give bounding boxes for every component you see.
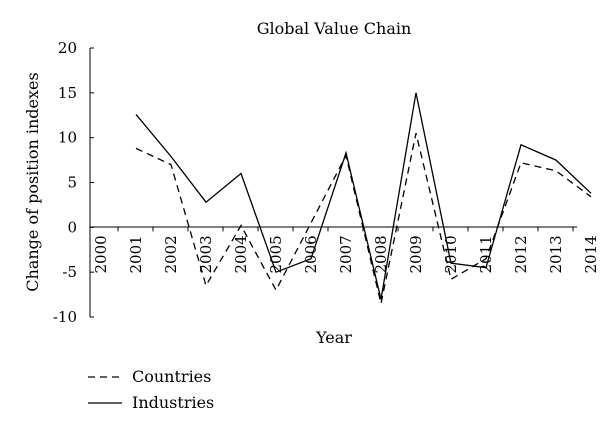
y-tick-label: 20 <box>58 39 77 57</box>
x-axis-label: Year <box>315 328 352 347</box>
x-tick-label: 2002 <box>162 235 180 273</box>
x-tick-label: 2000 <box>92 235 110 273</box>
x-tick-label: 2009 <box>407 235 425 273</box>
y-tick-label: 0 <box>67 218 77 236</box>
legend: Countries Industries <box>88 367 214 412</box>
x-tick-label: 2012 <box>512 235 530 273</box>
legend-label-industries: Industries <box>132 393 214 412</box>
y-axis-ticks: -10 -5 0 5 10 15 20 <box>53 39 94 326</box>
x-tick-label: 2004 <box>232 235 250 273</box>
legend-item-industries: Industries <box>88 393 214 412</box>
chart-title: Global Value Chain <box>257 19 412 38</box>
series-line-countries <box>135 133 592 304</box>
x-tick-label: 2008 <box>372 235 390 273</box>
y-tick-label: 15 <box>58 84 77 102</box>
y-tick-label: 10 <box>58 129 77 147</box>
x-tick-label: 2003 <box>197 235 215 273</box>
y-axis-label: Change of position indexes <box>23 72 42 291</box>
x-axis-ticks: 2000 2001 2002 2003 2004 2005 2006 2007 2008 2009… <box>92 227 600 274</box>
series-lines <box>135 92 592 304</box>
legend-item-countries: Countries <box>88 367 211 386</box>
x-tick-label: 2001 <box>127 235 145 273</box>
y-tick-label: -5 <box>62 263 77 281</box>
y-tick-label: 5 <box>67 174 77 192</box>
x-tick-label: 2010 <box>442 235 460 273</box>
series-line-industries <box>135 92 592 300</box>
x-tick-label: 2013 <box>547 235 565 273</box>
y-tick-label: -10 <box>53 308 77 326</box>
x-tick-label: 2007 <box>337 235 355 273</box>
legend-label-countries: Countries <box>132 367 211 386</box>
x-tick-label: 2005 <box>267 235 285 273</box>
x-tick-label: 2014 <box>582 235 600 273</box>
